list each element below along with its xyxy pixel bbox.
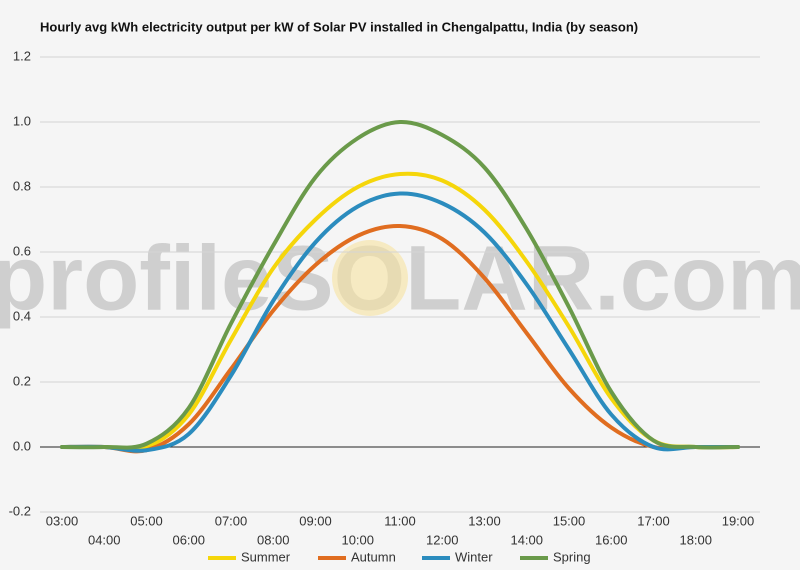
x-tick-label: 05:00 <box>130 513 163 528</box>
y-tick-label: 0.4 <box>13 308 31 323</box>
x-tick-label: 03:00 <box>46 513 79 528</box>
legend-label: Autumn <box>351 549 396 564</box>
x-tick-label: 11:00 <box>384 513 416 528</box>
x-tick-label: 14:00 <box>510 532 543 547</box>
y-tick-label: 0.6 <box>13 243 31 258</box>
x-tick-label: 09:00 <box>299 513 332 528</box>
y-tick-label: 0.2 <box>13 373 31 388</box>
x-tick-label: 15:00 <box>553 513 586 528</box>
legend-label: Spring <box>553 549 591 564</box>
y-tick-label: 0.0 <box>13 438 31 453</box>
series-line <box>60 119 740 450</box>
x-tick-label: 06:00 <box>172 532 205 547</box>
x-tick-label: 08:00 <box>257 532 290 547</box>
x-tick-label: 04:00 <box>88 532 121 547</box>
x-tick-label: 10:00 <box>341 532 374 547</box>
x-tick-label: 07:00 <box>215 513 248 528</box>
x-tick-label: 17:00 <box>637 513 670 528</box>
watermark-sun <box>332 240 408 316</box>
legend-label: Winter <box>455 549 493 564</box>
x-tick-label: 13:00 <box>468 513 501 528</box>
series-line <box>60 223 740 454</box>
x-tick-label: 12:00 <box>426 532 459 547</box>
legend-label: Summer <box>241 549 291 564</box>
y-tick-label: -0.2 <box>9 503 31 518</box>
series-line <box>60 191 740 453</box>
y-tick-label: 0.8 <box>13 178 31 193</box>
series-line <box>60 171 740 452</box>
x-tick-label: 19:00 <box>722 513 755 528</box>
y-tick-label: 1.2 <box>13 48 31 63</box>
y-tick-label: 1.0 <box>13 113 31 128</box>
x-tick-label: 16:00 <box>595 532 628 547</box>
chart-title: Hourly avg kWh electricity output per kW… <box>40 19 638 34</box>
x-tick-label: 18:00 <box>679 532 712 547</box>
